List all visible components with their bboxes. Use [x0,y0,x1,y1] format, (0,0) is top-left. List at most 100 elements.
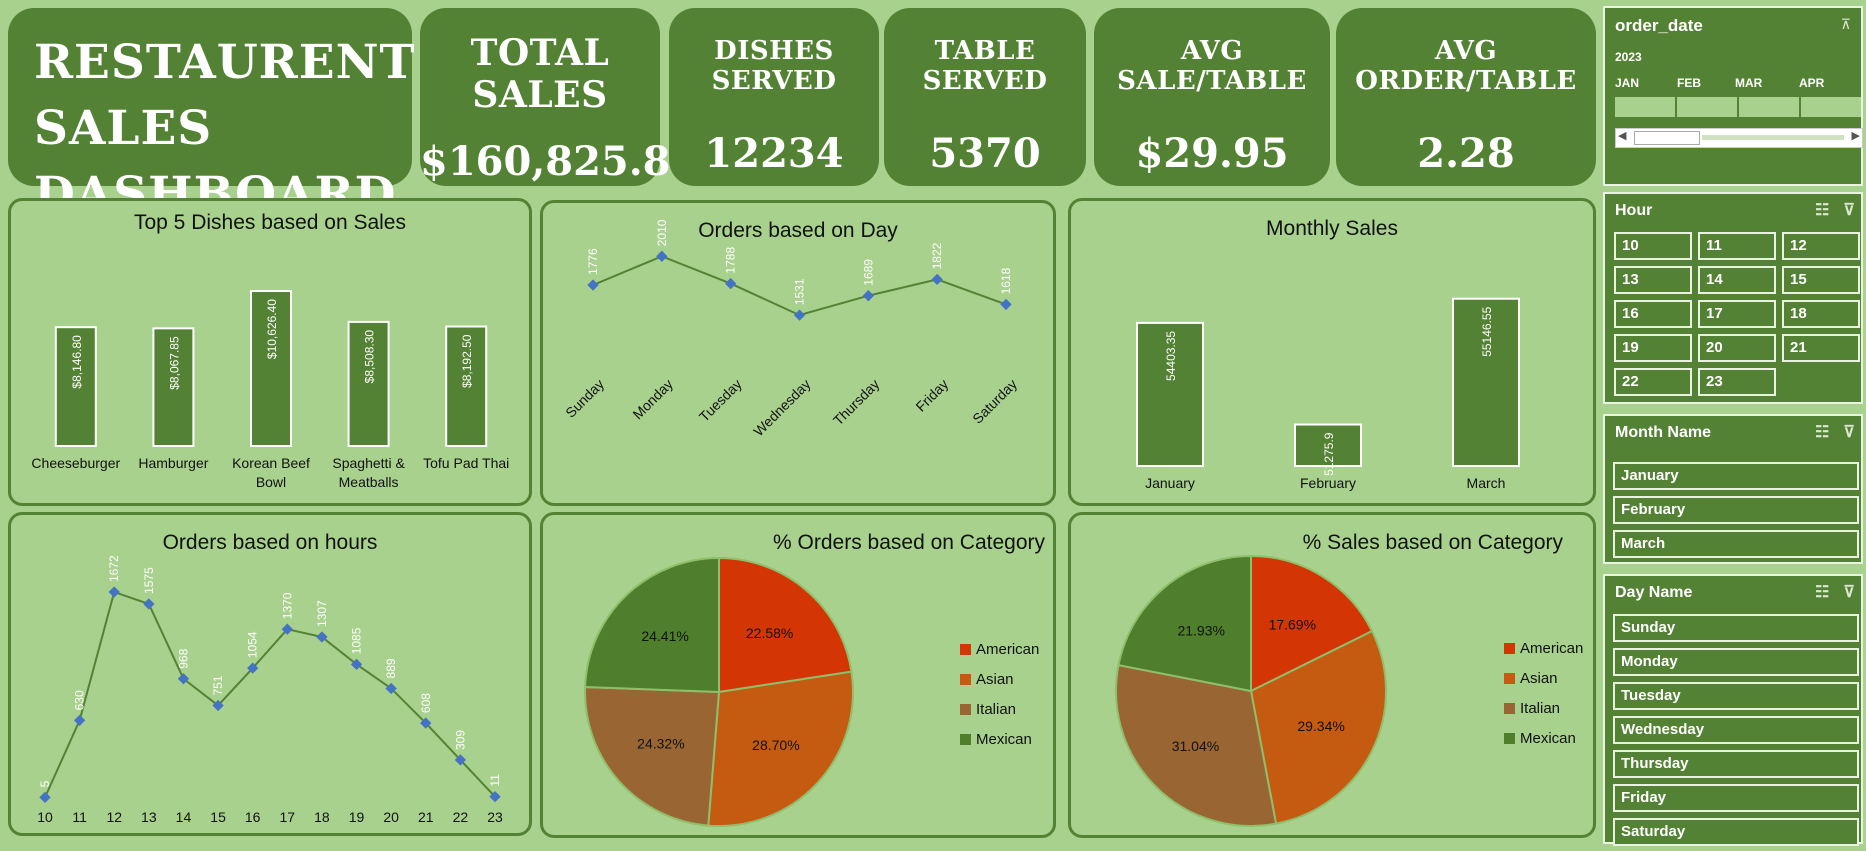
category-label: February [1300,475,1356,491]
kpi-value: $160,825.80 [420,138,699,185]
category-label: Meatballs [339,474,399,490]
kpi-label: AVG SALE/TABLE [1117,36,1307,96]
timeline-year: 2023 [1615,50,1642,64]
dashboard-title-line1: RESTAURENT SALES [34,35,416,156]
bar [1452,297,1520,467]
data-label: 1776 [586,248,600,275]
bar [347,320,390,447]
category-label: 19 [349,809,365,825]
slicer-item-hour[interactable]: 22 [1614,368,1692,396]
slicer-item-day[interactable]: Saturday [1613,818,1859,846]
multi-select-icon[interactable]: ☷ [1814,424,1830,441]
slice-label: 24.32% [637,736,684,752]
orders-category-chart: 22.58% 28.70% 24.32% 24.41% American Asian Ita… [584,556,1039,827]
day-slicer-items: Sunday Monday Tuesday Wednesday Thursday Frid… [1605,610,1861,846]
slicer-item-hour[interactable]: 18 [1782,300,1860,328]
panel-top-dishes: Top 5 Dishes based on Sales $8,146.80 Che… [8,198,532,506]
bar [54,326,97,447]
data-point [793,309,806,321]
timeline-scroll-thumb[interactable] [1634,131,1700,145]
panel-orders-category: % Orders based on Category 22.58% 28.70% 2… [540,512,1056,838]
slicer-item-hour[interactable]: 21 [1782,334,1860,362]
data-label: 1085 [350,627,364,654]
slicer-item-hour[interactable]: 16 [1614,300,1692,328]
category-label: Monday [629,376,676,423]
data-point [108,586,120,598]
data-point [489,790,501,803]
slicer-item-hour[interactable]: 19 [1614,334,1692,362]
timeline-month-cell[interactable] [1801,97,1861,117]
data-point [587,279,599,291]
timeline-month-cell[interactable] [1739,97,1799,117]
top-dishes-chart: $8,146.80 Cheeseburger $8,067.85 Hamburger $… [31,290,509,490]
legend-label: Mexican [1520,730,1576,747]
legend-swatch [960,704,971,715]
clear-filter-icon[interactable]: ⊽ [1843,424,1855,441]
kpi-avg-order-table: AVG ORDER/TABLE 2.28 [1336,8,1596,186]
slicer-item-hour[interactable]: 13 [1614,266,1692,294]
category-label: 15 [210,809,226,825]
slicer-item-month[interactable]: March [1613,530,1859,558]
kpi-table-served: TABLE SERVED 5370 [884,8,1086,186]
series-line [44,590,496,798]
slicer-item-hour[interactable]: 23 [1698,368,1776,396]
category-label: March [1467,475,1506,491]
timeline-scrollbar[interactable]: ◀ ▶ [1615,128,1863,148]
slicer-item-hour[interactable]: 15 [1782,266,1860,294]
timeline-month-cell[interactable] [1615,97,1675,117]
kpi-label: TABLE SERVED [922,36,1048,96]
slicer-item-day[interactable]: Thursday [1613,750,1859,778]
clear-filter-icon[interactable]: ⊼ [1840,16,1851,32]
pie-slice [1249,629,1387,825]
slicer-item-hour[interactable]: 10 [1614,232,1692,260]
slicer-item-month[interactable]: February [1613,496,1859,524]
timeline-months: JAN FEB MAR APR [1615,76,1855,90]
clear-filter-icon[interactable]: ⊽ [1843,202,1855,219]
pie-slice [1250,554,1374,693]
hour-slicer: Hour ☷ ⊽ 10 11 12 13 14 15 16 17 18 19 20 21 22 23 [1603,192,1863,404]
multi-select-icon[interactable]: ☷ [1814,584,1830,601]
category-label: 16 [245,809,261,825]
bar [445,325,488,447]
slicer-item-day[interactable]: Monday [1613,648,1859,676]
multi-select-icon[interactable]: ☷ [1814,202,1830,219]
legend-swatch [1504,643,1515,654]
slicer-item-hour[interactable]: 11 [1698,232,1776,260]
data-point [73,714,86,727]
legend-swatch [960,674,971,685]
data-label: 309 [453,730,467,750]
kpi-value: 5370 [929,130,1041,177]
panel-sales-category: % Sales based on Category 17.69% 29.34% 31… [1068,512,1596,838]
slicer-item-month[interactable]: January [1613,462,1859,490]
data-label: 1307 [315,600,329,627]
chart-title: Top 5 Dishes based on Sales [133,211,406,234]
order-date-timeline[interactable]: order_date ⊼ 2023 JAN FEB MAR APR ◀ ▶ [1603,6,1863,186]
slice-label: 21.93% [1177,623,1224,639]
category-label: 11 [72,809,87,825]
timeline-month-cell[interactable] [1677,97,1737,117]
legend-label: Italian [1520,700,1560,717]
timeline-month-label: MAR [1735,76,1763,90]
slicer-item-hour[interactable]: 20 [1698,334,1776,362]
category-label: 13 [141,809,157,825]
slicer-item-hour[interactable]: 14 [1698,266,1776,294]
scroll-left-icon[interactable]: ◀ [1618,130,1627,142]
data-label: 630 [73,690,87,710]
slicer-item-day[interactable]: Friday [1613,784,1859,812]
slicer-item-hour[interactable]: 12 [1782,232,1860,260]
clear-filter-icon[interactable]: ⊽ [1843,584,1855,601]
category-label: January [1145,475,1195,491]
slice-label: 29.34% [1297,718,1344,734]
hour-slicer-items: 10 11 12 13 14 15 16 17 18 19 20 21 22 23 [1605,228,1861,396]
slicer-item-day[interactable]: Sunday [1613,614,1859,642]
slicer-item-day[interactable]: Wednesday [1613,716,1859,744]
slicer-item-hour[interactable]: 17 [1698,300,1776,328]
kpi-avg-sale-table: AVG SALE/TABLE $29.95 [1094,8,1330,186]
slice-label: 24.41% [641,628,688,644]
data-label: 1370 [280,592,294,619]
scroll-right-icon[interactable]: ▶ [1851,130,1860,142]
panel-orders-hours: Orders based on hours 5 10 630 11 1672 12 1575… [8,512,532,836]
slicer-item-day[interactable]: Tuesday [1613,682,1859,710]
timeline-month-bar[interactable] [1615,97,1861,117]
